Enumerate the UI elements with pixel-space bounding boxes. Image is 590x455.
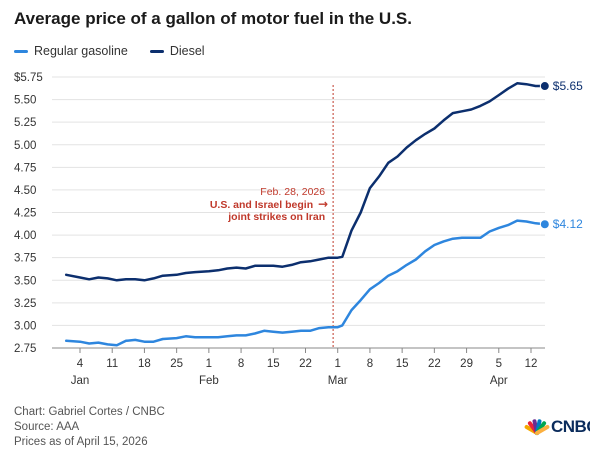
y-tick-label: 4.50 [14,185,36,197]
legend-swatch-regular-gasoline [14,49,28,53]
x-month-label: Jan [71,375,90,387]
cnbc-logo: CNBC [524,417,590,437]
x-tick-label: 4 [77,358,84,370]
x-month-label: Mar [328,375,348,387]
cnbc-logo-text: CNBC [551,417,590,436]
annotation-text-line-2: joint strikes on Iran [227,211,325,223]
chart-credit: Chart: Gabriel Cortes / CNBC [14,406,165,418]
legend-item-diesel: Diesel [149,44,205,58]
y-tick-label: 3.00 [14,320,36,332]
x-tick-label: 8 [367,358,373,370]
y-tick-label: 4.25 [14,208,36,220]
annotation-date: Feb. 28, 2026 [260,186,325,198]
y-tick-label: $5.75 [14,72,43,84]
chart-footer: Chart: Gabriel Cortes / CNBC Source: AAA… [14,405,165,450]
x-tick-label: 15 [396,358,409,370]
end-point-diesel [539,81,550,92]
chart-title: Average price of a gallon of motor fuel … [14,9,412,28]
chart-source: Source: AAA [14,421,80,433]
series-line-diesel [64,82,547,282]
legend-item-regular-gasoline: Regular gasoline [14,44,128,58]
y-tick-label: 5.50 [14,95,36,107]
y-tick-label: 5.00 [14,140,36,152]
x-tick-label: 1 [335,358,341,370]
chart-legend: Regular gasoline Diesel [14,44,227,58]
x-tick-label: 11 [106,358,118,370]
y-tick-label: 4.75 [14,162,36,174]
y-tick-label: 5.25 [14,117,36,129]
x-tick-label: 22 [428,358,441,370]
x-tick-label: 1 [206,358,212,370]
x-tick-label: 12 [525,358,538,370]
end-point-regular-gasoline [539,219,550,230]
end-label-regular-gasoline: $4.12 [553,217,583,231]
annotation-arrow-icon: → [318,197,328,211]
legend-label-regular-gasoline: Regular gasoline [34,44,128,58]
x-tick-label: 5 [496,358,502,370]
x-month-label: Feb [199,375,219,387]
x-tick-label: 8 [238,358,244,370]
legend-label-diesel: Diesel [169,44,205,58]
x-month-label: Apr [490,375,508,387]
x-tick-label: 22 [299,358,312,370]
y-tick-label: 2.75 [14,343,36,355]
y-tick-label: 3.50 [14,275,36,287]
series-line-regular-gasoline [64,219,547,347]
x-tick-label: 15 [267,358,280,370]
peacock-icon [524,419,550,435]
x-tick-label: 25 [170,358,183,370]
annotation-text-line-1: U.S. and Israel begin [210,199,313,211]
legend-swatch-diesel [149,49,164,53]
price-line-chart: 2.75 3.00 3.25 3.50 3.75 4.00 4.25 4.50 4.75 5.00… [14,72,583,387]
y-tick-label: 4.00 [14,230,36,242]
end-label-diesel: $5.65 [553,79,583,93]
chart-note: Prices as of April 15, 2026 [14,436,148,448]
peacock-feather [535,425,550,435]
x-tick-label: 29 [460,358,473,370]
x-tick-label: 18 [138,358,151,370]
y-tick-label: 3.25 [14,298,36,310]
y-tick-label: 3.75 [14,253,36,265]
